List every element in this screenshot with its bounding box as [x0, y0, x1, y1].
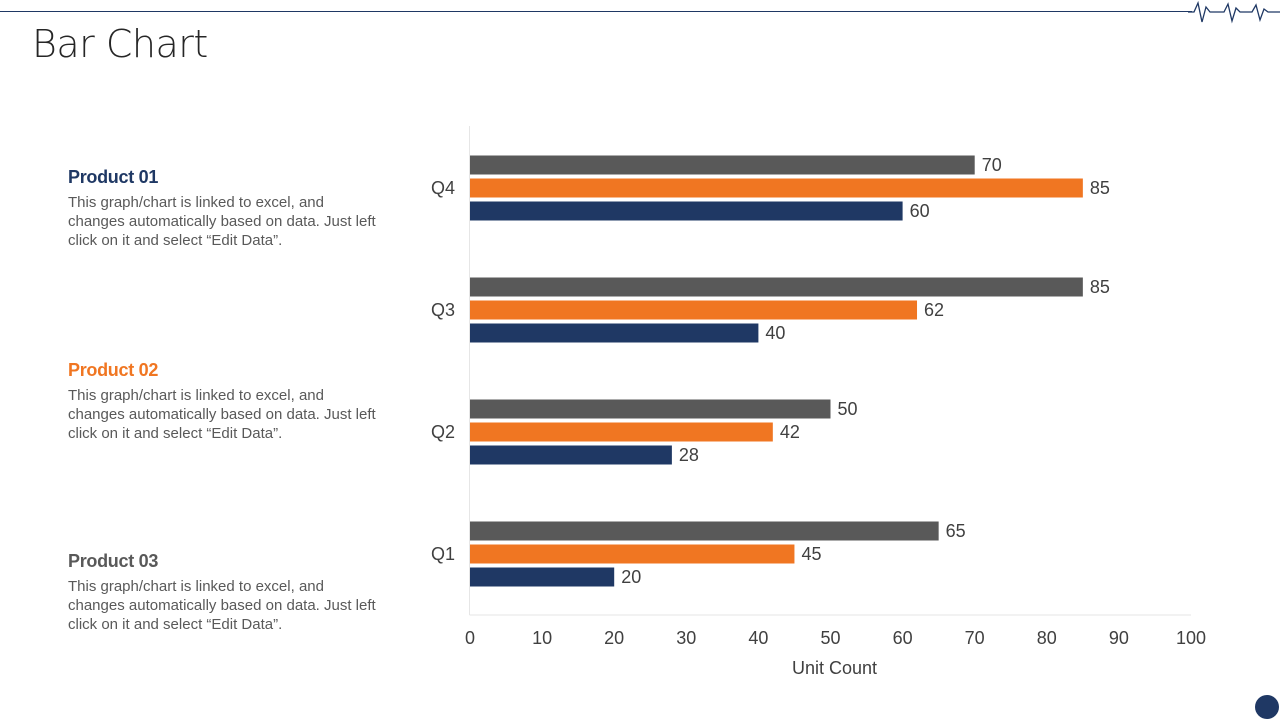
x-tick-label: 100 — [1176, 628, 1206, 648]
data-label: 20 — [621, 567, 641, 587]
data-label: 40 — [765, 323, 785, 343]
bar — [470, 521, 939, 541]
x-tick-label: 30 — [676, 628, 696, 648]
data-label: 85 — [1090, 178, 1110, 198]
bar — [470, 178, 1083, 198]
data-label: 62 — [924, 300, 944, 320]
bar — [470, 422, 773, 442]
x-tick-label: 90 — [1109, 628, 1129, 648]
x-tick-label: 70 — [965, 628, 985, 648]
legend-product-03: Product 03 This graph/chart is linked to… — [68, 551, 378, 634]
x-tick-label: 40 — [748, 628, 768, 648]
legend-title: Product 03 — [68, 551, 159, 571]
x-tick-label: 80 — [1037, 628, 1057, 648]
page-title: Bar Chart — [32, 22, 208, 66]
x-axis-label: Unit Count — [792, 658, 877, 678]
legend-product-02: Product 02 This graph/chart is linked to… — [68, 360, 378, 443]
x-tick-label: 50 — [820, 628, 840, 648]
x-tick-label: 20 — [604, 628, 624, 648]
data-label: 50 — [838, 399, 858, 419]
data-label: 65 — [946, 521, 966, 541]
bar — [470, 323, 759, 343]
x-tick-label: 0 — [465, 628, 475, 648]
bar — [470, 567, 615, 587]
legend-product-01: Product 01 This graph/chart is linked to… — [68, 167, 378, 250]
x-tick-label: 10 — [532, 628, 552, 648]
data-label: 60 — [910, 201, 930, 221]
x-tick-label: 60 — [893, 628, 913, 648]
bar — [470, 300, 918, 320]
data-label: 85 — [1090, 277, 1110, 297]
heartbeat-icon — [1188, 0, 1280, 24]
bar — [470, 201, 903, 221]
data-label: 70 — [982, 155, 1002, 175]
legend-description: This graph/chart is linked to excel, and… — [68, 194, 376, 249]
y-tick-label: Q4 — [431, 178, 455, 198]
corner-dot — [1255, 695, 1279, 719]
y-tick-label: Q3 — [431, 300, 455, 320]
legend-title: Product 01 — [68, 167, 159, 187]
bar — [470, 399, 831, 419]
data-label: 42 — [780, 422, 800, 442]
y-tick-label: Q2 — [431, 422, 455, 442]
top-rule — [0, 11, 1192, 12]
data-label: 28 — [679, 445, 699, 465]
legend-title: Product 02 — [68, 360, 159, 380]
legend-description: This graph/chart is linked to excel, and… — [68, 578, 376, 633]
bar — [470, 155, 975, 175]
y-tick-label: Q1 — [431, 544, 455, 564]
data-label: 45 — [801, 544, 821, 564]
bar — [470, 445, 672, 465]
legend-description: This graph/chart is linked to excel, and… — [68, 387, 376, 442]
bar — [470, 277, 1083, 297]
bar — [470, 544, 795, 564]
